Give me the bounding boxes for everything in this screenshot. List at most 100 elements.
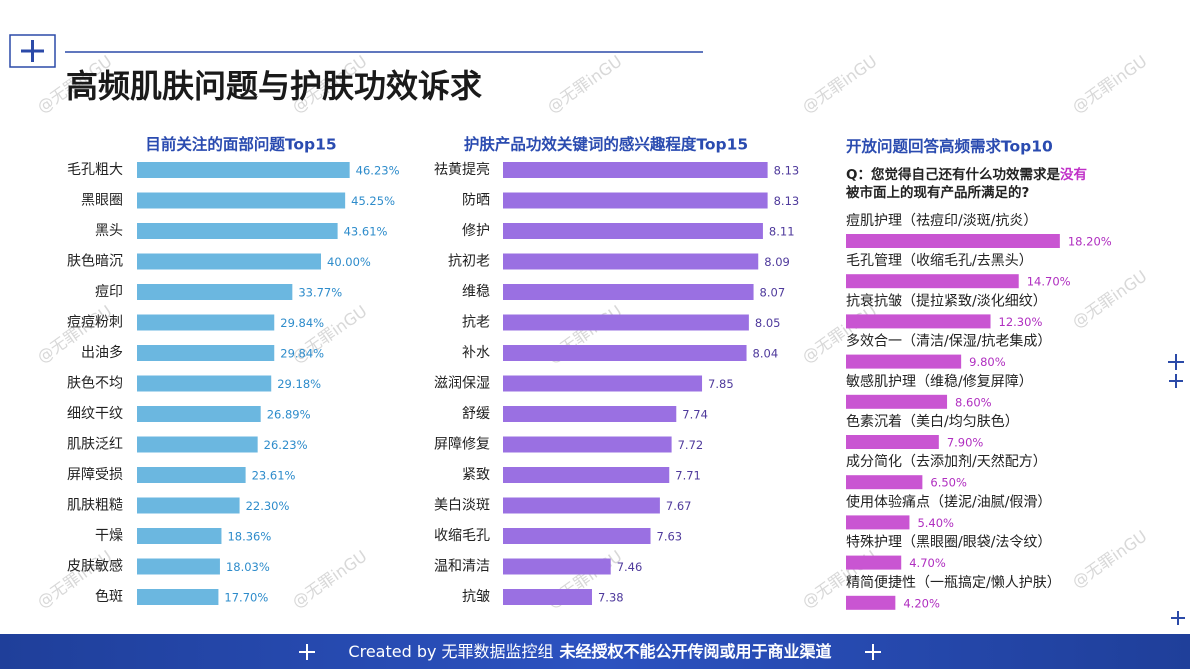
bar <box>846 394 948 409</box>
category-label: 痘痘粉刺 <box>67 315 123 331</box>
bar <box>846 555 902 570</box>
bar <box>846 234 1060 248</box>
value-label: 7.74 <box>682 408 708 422</box>
value-label: 4.70% <box>909 556 946 570</box>
bar <box>503 253 759 270</box>
value-label: 7.90% <box>947 436 984 450</box>
value-label: 7.63 <box>657 530 683 544</box>
category-label: 黑头 <box>95 223 123 239</box>
value-label: 7.46 <box>617 560 643 574</box>
bar <box>137 284 293 300</box>
value-label: 8.13 <box>774 194 800 208</box>
watermark: @无罪inGU <box>543 52 625 117</box>
value-label: 29.18% <box>277 377 321 391</box>
footer-part: 未经授权不能公开传阅或用于商业渠道 <box>559 642 832 661</box>
value-label: 18.03% <box>226 560 270 574</box>
watermark: @无罪inGU <box>798 52 880 117</box>
bar <box>137 436 258 453</box>
bar <box>846 274 1019 289</box>
value-label: 4.20% <box>903 596 940 610</box>
bar <box>503 284 754 300</box>
category-label: 出油多 <box>81 344 123 361</box>
bar <box>137 314 275 331</box>
value-label: 23.61% <box>252 469 296 483</box>
value-label: 8.13 <box>774 164 800 178</box>
category-label: 成分简化（去添加剂/天然配方） <box>846 453 1047 470</box>
bar <box>503 497 660 514</box>
value-label: 17.70% <box>224 591 268 605</box>
bar <box>503 192 768 209</box>
question-highlight: 没有 <box>1060 166 1087 183</box>
category-label: 痘印 <box>95 284 123 300</box>
bar <box>503 162 768 178</box>
value-label: 8.07 <box>760 286 786 300</box>
watermark: @无罪inGU <box>1068 527 1150 592</box>
category-label: 痘肌护理（祛痘印/淡斑/抗炎） <box>846 213 1037 229</box>
category-label: 肤色不均 <box>67 375 123 392</box>
bar <box>846 314 991 329</box>
value-label: 43.61% <box>344 225 388 239</box>
category-label: 防晒 <box>462 193 490 209</box>
bar <box>503 314 749 331</box>
watermark: @无罪inGU <box>288 547 370 612</box>
page-title: 高频肌肤问题与护肤功效诉求 <box>66 67 482 105</box>
chart-title: 护肤产品功效关键词的感兴趣程度Top15 <box>464 135 748 154</box>
bar <box>137 345 275 361</box>
value-label: 7.85 <box>708 377 734 391</box>
value-label: 6.50% <box>930 476 967 490</box>
category-label: 皮肤敏感 <box>67 558 123 575</box>
bar <box>503 558 611 575</box>
bar <box>846 515 910 530</box>
category-label: 屏障受损 <box>67 467 123 483</box>
bar <box>503 589 592 605</box>
bar <box>846 435 939 449</box>
bar <box>137 223 338 239</box>
category-label: 精简便捷性（一瓶搞定/懒人护肤） <box>846 574 1061 591</box>
bar <box>503 223 763 239</box>
value-label: 9.80% <box>969 355 1006 369</box>
category-label: 肌肤泛红 <box>67 437 123 453</box>
category-label: 修护 <box>462 223 490 239</box>
category-label: 肤色暗沉 <box>67 253 123 270</box>
value-label: 7.72 <box>678 438 704 452</box>
category-label: 抗初老 <box>448 253 490 270</box>
footer-text: Created by 无罪数据监控组 未经授权不能公开传阅或用于商业渠道 <box>348 642 831 661</box>
value-label: 45.25% <box>351 194 395 208</box>
bar <box>503 345 747 361</box>
watermark: @无罪inGU <box>1068 52 1150 117</box>
question-part: 被市面上的现有产品所满足的? <box>846 184 1029 201</box>
category-label: 祛黄提亮 <box>434 161 490 178</box>
bar <box>137 253 321 270</box>
bar <box>137 467 246 483</box>
bar <box>137 162 350 178</box>
category-label: 细纹干纹 <box>67 406 123 422</box>
bar <box>137 528 222 544</box>
value-label: 29.84% <box>280 347 324 361</box>
category-label: 毛孔管理（收缩毛孔/去黑头） <box>846 253 1033 269</box>
category-label: 色素沉着（美白/均匀肤色） <box>846 413 1019 430</box>
watermark: @无罪inGU <box>1068 267 1150 332</box>
category-label: 补水 <box>462 345 490 361</box>
category-label: 使用体验痛点（搓泥/油腻/假滑） <box>846 493 1051 510</box>
bar <box>503 436 672 453</box>
value-label: 7.67 <box>666 499 692 513</box>
value-label: 14.70% <box>1027 275 1071 289</box>
category-label: 紧致 <box>462 467 490 483</box>
bar <box>137 589 219 605</box>
value-label: 7.38 <box>598 591 624 605</box>
value-label: 5.40% <box>917 516 954 530</box>
value-label: 7.71 <box>675 469 701 483</box>
value-label: 8.11 <box>769 225 795 239</box>
bar <box>137 497 240 514</box>
value-label: 46.23% <box>356 164 400 178</box>
category-label: 温和清洁 <box>434 559 490 575</box>
category-label: 干燥 <box>95 528 123 544</box>
bar <box>503 375 703 392</box>
value-label: 26.89% <box>267 408 311 422</box>
category-label: 黑眼圈 <box>81 193 123 209</box>
bar <box>137 192 346 209</box>
chart-title: 开放问题回答高频需求Top10 <box>846 137 1053 156</box>
category-label: 敏感肌护理（维稳/修复屏障） <box>846 373 1033 390</box>
category-label: 收缩毛孔 <box>434 528 490 544</box>
